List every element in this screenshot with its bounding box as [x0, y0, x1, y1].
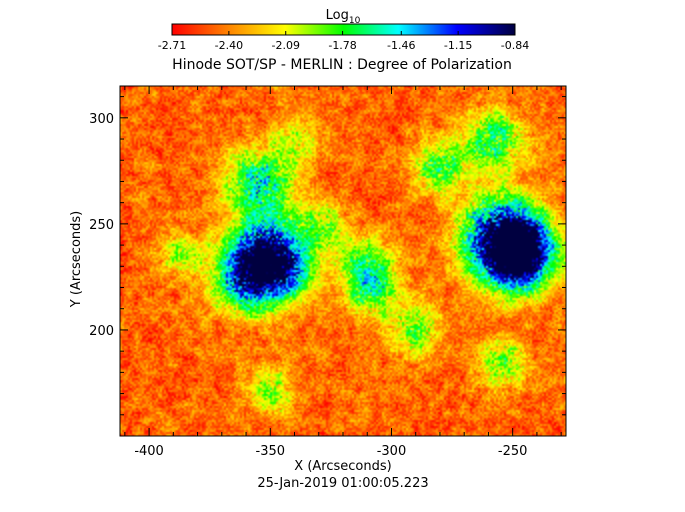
- x-tick-label: -250: [498, 444, 528, 459]
- chart-title: Hinode SOT/SP - MERLIN : Degree of Polar…: [172, 57, 512, 73]
- x-tick-label: -350: [256, 444, 286, 459]
- x-axis-ticks: -400 -350 -300 -250: [124, 86, 562, 459]
- y-axis-ticks: 200 250 300: [89, 96, 566, 437]
- x-tick-label: -300: [377, 444, 407, 459]
- y-tick-label: 300: [89, 112, 114, 127]
- y-tick-label: 200: [89, 324, 114, 339]
- x-axis-label: X (Arcseconds): [294, 459, 391, 474]
- colorbar-tick-label: -1.15: [444, 39, 472, 52]
- y-axis-label: Y (Arcseconds): [69, 211, 84, 308]
- colorbar-tick-label: -2.09: [271, 39, 299, 52]
- colorbar-tick-label: -1.78: [328, 39, 356, 52]
- heatmap-image: [120, 86, 566, 436]
- colorbar-tick-label: -0.84: [501, 39, 529, 52]
- colorbar-tick-label: -2.71: [158, 39, 186, 52]
- plot-area: -400 -350 -300 -250 200 250 300: [89, 85, 567, 459]
- colorbar-ticks: -2.71 -2.40 -2.09 -1.78 -1.46 -1.15 -0.84: [158, 31, 529, 52]
- y-tick-label: 250: [89, 218, 114, 233]
- colorbar-tick-label: -1.46: [387, 39, 415, 52]
- colorbar-tick-label: -2.40: [215, 39, 243, 52]
- colorbar-label: Log10: [326, 8, 361, 26]
- x-tick-label: -400: [134, 444, 164, 459]
- colorbar-gradient: [171, 23, 516, 36]
- timestamp-footer: 25-Jan-2019 01:00:05.223: [257, 476, 428, 491]
- colorbar: Log10 -2.71 -2.40 -2.09 -1.78 -1.46 -1.15 -0.8…: [158, 8, 529, 52]
